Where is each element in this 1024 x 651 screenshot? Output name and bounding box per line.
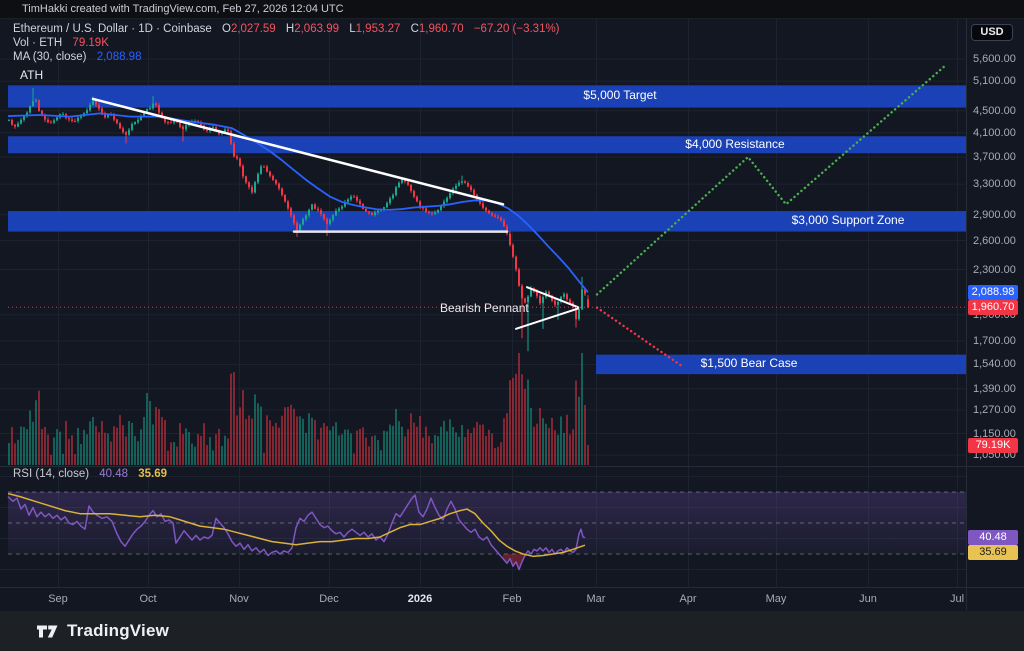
price-tick: 1,150.00 xyxy=(973,427,1016,440)
price-tick: 4,100.00 xyxy=(973,126,1016,139)
attribution-bar: TimHakki created with TradingView.com, F… xyxy=(0,0,1024,19)
footer: TradingView xyxy=(0,611,1024,651)
ma-legend-row: MA (30, close) 2,088.98 xyxy=(13,51,560,64)
change-value: −67.20 (−3.31%) xyxy=(473,23,560,35)
time-tick: Oct xyxy=(139,593,157,605)
last-price-label: 1,960.70 xyxy=(968,299,1018,315)
volume-label: Vol · ETH xyxy=(13,37,63,49)
ma-value: 2,088.98 xyxy=(96,51,142,63)
rsi-label: RSI (14, close) xyxy=(13,468,90,480)
band-label-3000-support[interactable]: $3,000 Support Zone xyxy=(791,213,905,228)
volume-axis-label: 79.19K xyxy=(968,437,1018,453)
ath-annotation[interactable]: ATH xyxy=(20,68,44,82)
band-label-5000-target[interactable]: $5,000 Target xyxy=(583,88,657,103)
rsi-value: 40.48 xyxy=(99,468,129,480)
symbol-legend-row: Ethereum / U.S. Dollar · 1D · Coinbase O… xyxy=(13,23,560,36)
price-tick: 2,900.00 xyxy=(973,208,1016,221)
rsi-ma-value: 35.69 xyxy=(138,468,168,480)
price-tick: 2,300.00 xyxy=(973,263,1016,276)
price-tick: 1,540.00 xyxy=(973,358,1016,371)
low-value: 1,953.27 xyxy=(355,23,401,35)
time-tick: Apr xyxy=(679,593,697,605)
high-label: H xyxy=(285,23,295,35)
price-tick: 5,600.00 xyxy=(973,53,1016,65)
time-tick: Sep xyxy=(48,593,68,605)
price-tick: 1,700.00 xyxy=(973,335,1016,348)
price-tick: 3,700.00 xyxy=(973,151,1016,164)
volume-legend-row: Vol · ETH 79.19K xyxy=(13,37,560,50)
symbol-title: Ethereum / U.S. Dollar · 1D · Coinbase xyxy=(13,23,212,35)
time-tick: May xyxy=(765,593,787,605)
volume-value: 79.19K xyxy=(72,37,109,49)
tradingview-brand[interactable]: TradingView xyxy=(67,621,170,640)
rsi-ma-axis-label: 35.69 xyxy=(968,545,1018,561)
time-tick: Jul xyxy=(949,593,965,605)
low-label: L xyxy=(349,23,356,35)
ma-label: MA (30, close) xyxy=(13,51,87,63)
ma-price-label: 2,088.98 xyxy=(968,284,1018,300)
attribution-text: TimHakki created with TradingView.com, F… xyxy=(22,3,344,15)
price-tick: 1,390.00 xyxy=(973,382,1016,395)
chart-legend: Ethereum / U.S. Dollar · 1D · Coinbase O… xyxy=(13,23,560,65)
time-tick: Nov xyxy=(229,593,249,605)
time-tick: Jun xyxy=(859,593,877,605)
price-tick: 5,100.00 xyxy=(973,75,1016,88)
tradingview-logo-icon[interactable] xyxy=(36,623,59,640)
bearish-pennant-annotation[interactable]: Bearish Pennant xyxy=(440,301,529,315)
price-tick: 3,300.00 xyxy=(973,178,1016,191)
time-tick: Mar xyxy=(586,593,606,605)
time-tick: Dec xyxy=(319,593,339,605)
currency-button[interactable]: USD xyxy=(971,24,1013,41)
rsi-legend: RSI (14, close) 40.48 35.69 xyxy=(13,468,167,480)
high-value: 2,063.99 xyxy=(294,23,339,35)
band-label-1500-bear-case[interactable]: $1,500 Bear Case xyxy=(700,356,798,371)
close-value: 1,960.70 xyxy=(418,23,464,35)
time-tick: 2026 xyxy=(407,593,433,605)
close-label: C xyxy=(410,23,419,35)
price-tick: 1,270.00 xyxy=(973,404,1016,417)
rsi-axis-label: 40.48 xyxy=(968,530,1018,546)
open-label: O xyxy=(221,23,231,35)
band-label-4000-resistance[interactable]: $4,000 Resistance xyxy=(685,136,785,151)
price-tick: 4,500.00 xyxy=(973,104,1016,117)
time-tick: Feb xyxy=(502,593,522,605)
price-tick: 2,600.00 xyxy=(973,234,1016,247)
open-value: 2,027.59 xyxy=(230,23,276,35)
